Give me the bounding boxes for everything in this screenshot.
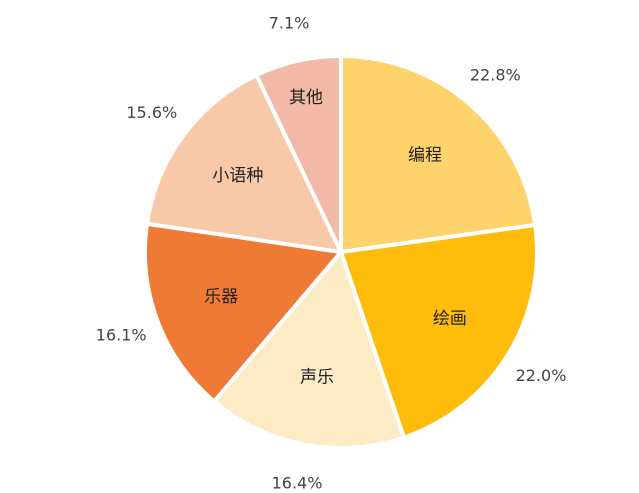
pie-slice — [254, 54, 343, 254]
pie-slice — [145, 73, 343, 254]
slice-label: 乐器 — [204, 287, 238, 307]
slice-label: 绘画 — [433, 309, 467, 329]
slice-label: 声乐 — [300, 368, 334, 388]
percent-label: 22.0% — [516, 366, 567, 385]
percent-label: 16.4% — [272, 473, 323, 492]
pie-slice — [143, 221, 343, 404]
slice-label: 小语种 — [212, 166, 263, 186]
percent-label: 7.1% — [269, 13, 310, 32]
percent-label: 16.1% — [96, 326, 147, 345]
percent-label: 22.8% — [470, 65, 521, 84]
percent-label: 15.6% — [126, 103, 177, 122]
slice-label: 其他 — [289, 88, 323, 108]
pie-slice — [212, 250, 406, 450]
pie-slice — [339, 54, 538, 254]
slice-label: 编程 — [408, 146, 442, 166]
pie-slice — [339, 222, 539, 440]
